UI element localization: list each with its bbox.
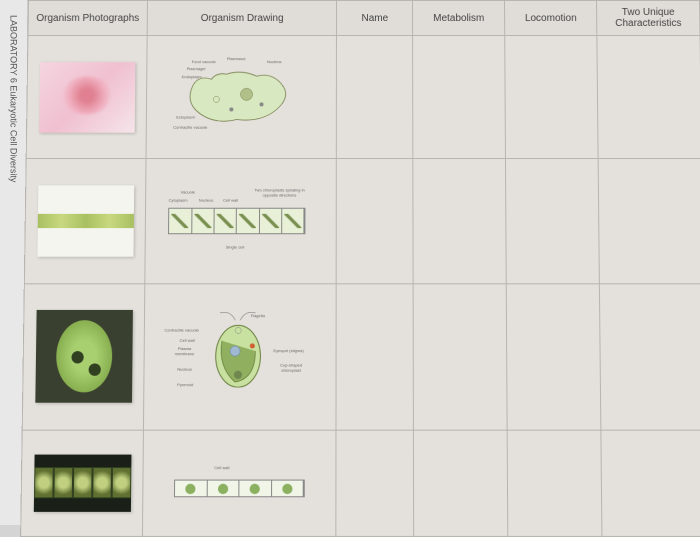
characteristics-cell [600, 283, 700, 430]
locomotion-cell [507, 430, 602, 537]
table-row: Cell wall Chloroplasts [21, 430, 700, 537]
photo-cell [22, 283, 145, 430]
characteristics-cell [601, 430, 700, 537]
metabolism-cell [414, 430, 508, 537]
worksheet-page: Organism Photographs Organism Drawing Na… [20, 0, 700, 537]
lab-title: LABORATORY 6 Eukaryotic Cell Diversity [9, 15, 19, 182]
metabolism-cell [413, 36, 506, 159]
name-cell [337, 36, 413, 159]
header-metabolism: Metabolism [413, 0, 505, 35]
name-cell [337, 159, 414, 284]
locomotion-cell [505, 36, 598, 159]
characteristics-cell [598, 159, 700, 284]
zygnema-drawing: Cell wall Chloroplasts [158, 447, 322, 520]
photo-cell [26, 36, 147, 159]
table-row: Contractile vacuole Cell wall Plasma mem… [22, 283, 700, 430]
header-photo: Organism Photographs [28, 0, 148, 35]
metabolism-cell [413, 283, 507, 430]
drawing-cell: Vacuole Cytoplasm Nucleus Cell wall Two … [145, 159, 337, 284]
header-drawing: Organism Drawing [147, 0, 337, 35]
zygnema-photo [33, 454, 131, 511]
name-cell [336, 430, 414, 537]
amoeba-drawing: Food vacuole Plasmagel Plasmasol Nucleus… [161, 54, 322, 140]
photo-cell [21, 430, 144, 537]
drawing-cell: Food vacuole Plasmagel Plasmasol Nucleus… [146, 36, 337, 159]
organism-table: Organism Photographs Organism Drawing Na… [20, 0, 700, 537]
characteristics-cell [597, 36, 700, 159]
chlamydomonas-drawing: Contractile vacuole Cell wall Plasma mem… [159, 305, 322, 408]
spirogyra-photo [37, 185, 134, 256]
amoeba-photo [39, 62, 135, 133]
table-row: Food vacuole Plasmagel Plasmasol Nucleus… [26, 36, 700, 159]
drawing-cell: Contractile vacuole Cell wall Plasma mem… [143, 283, 336, 430]
drawing-cell: Cell wall Chloroplasts [142, 430, 336, 537]
locomotion-cell [506, 283, 601, 430]
header-name: Name [337, 0, 413, 35]
header-characteristics: Two Unique Characteristics [597, 0, 700, 35]
table-row: Vacuole Cytoplasm Nucleus Cell wall Two … [24, 159, 700, 284]
chlamydomonas-photo [35, 310, 133, 403]
spirogyra-drawing: Vacuole Cytoplasm Nucleus Cell wall Two … [160, 178, 322, 265]
metabolism-cell [413, 159, 506, 284]
locomotion-cell [506, 159, 600, 284]
name-cell [336, 283, 413, 430]
photo-cell [24, 159, 146, 284]
header-locomotion: Locomotion [505, 0, 597, 35]
